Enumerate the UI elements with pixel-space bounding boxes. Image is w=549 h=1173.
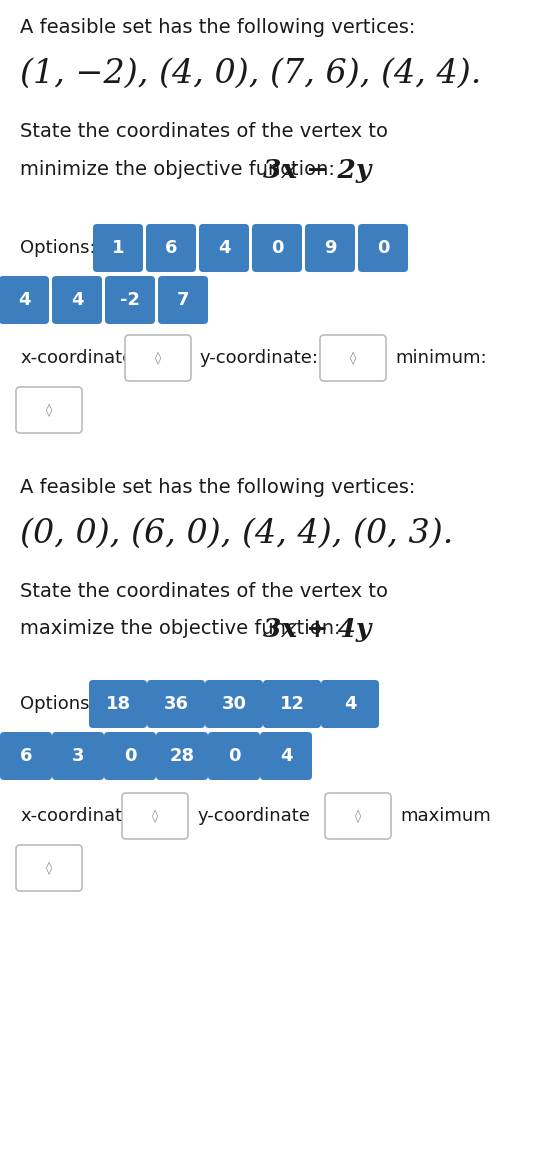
Text: y-coordinate: y-coordinate bbox=[198, 807, 311, 825]
Text: maximize the objective function:: maximize the objective function: bbox=[20, 619, 347, 638]
Text: 6: 6 bbox=[165, 239, 177, 257]
Text: 30: 30 bbox=[221, 694, 247, 713]
FancyBboxPatch shape bbox=[16, 845, 82, 891]
Text: ◊: ◊ bbox=[155, 351, 161, 365]
Text: 0: 0 bbox=[271, 239, 283, 257]
Text: State the coordinates of the vertex to: State the coordinates of the vertex to bbox=[20, 582, 388, 601]
Text: 0: 0 bbox=[124, 747, 136, 765]
FancyBboxPatch shape bbox=[260, 732, 312, 780]
FancyBboxPatch shape bbox=[89, 680, 147, 728]
Text: x-coordinate:: x-coordinate: bbox=[20, 350, 139, 367]
FancyBboxPatch shape bbox=[104, 732, 156, 780]
Text: 28: 28 bbox=[170, 747, 194, 765]
Text: State the coordinates of the vertex to: State the coordinates of the vertex to bbox=[20, 122, 388, 141]
Text: Options:: Options: bbox=[20, 694, 96, 713]
FancyBboxPatch shape bbox=[52, 732, 104, 780]
FancyBboxPatch shape bbox=[158, 276, 208, 324]
Text: minimize the objective function:: minimize the objective function: bbox=[20, 160, 341, 179]
Text: A feasible set has the following vertices:: A feasible set has the following vertice… bbox=[20, 18, 416, 38]
FancyBboxPatch shape bbox=[199, 224, 249, 272]
FancyBboxPatch shape bbox=[125, 335, 191, 381]
Text: ◊: ◊ bbox=[355, 809, 361, 822]
Text: 9: 9 bbox=[324, 239, 336, 257]
Text: -2: -2 bbox=[120, 291, 140, 308]
FancyBboxPatch shape bbox=[52, 276, 102, 324]
FancyBboxPatch shape bbox=[16, 387, 82, 433]
FancyBboxPatch shape bbox=[105, 276, 155, 324]
Text: Options:: Options: bbox=[20, 239, 96, 257]
Text: 4: 4 bbox=[280, 747, 292, 765]
Text: y-coordinate:: y-coordinate: bbox=[200, 350, 319, 367]
Text: 1: 1 bbox=[112, 239, 124, 257]
FancyBboxPatch shape bbox=[325, 793, 391, 839]
FancyBboxPatch shape bbox=[252, 224, 302, 272]
FancyBboxPatch shape bbox=[147, 680, 205, 728]
Text: 4: 4 bbox=[18, 291, 30, 308]
FancyBboxPatch shape bbox=[146, 224, 196, 272]
FancyBboxPatch shape bbox=[263, 680, 321, 728]
Text: 4: 4 bbox=[71, 291, 83, 308]
Text: 4: 4 bbox=[344, 694, 356, 713]
Text: minimum:: minimum: bbox=[395, 350, 486, 367]
Text: 3: 3 bbox=[72, 747, 84, 765]
Text: 12: 12 bbox=[279, 694, 305, 713]
Text: 6: 6 bbox=[20, 747, 32, 765]
Text: A feasible set has the following vertices:: A feasible set has the following vertice… bbox=[20, 479, 416, 497]
FancyBboxPatch shape bbox=[156, 732, 208, 780]
Text: ◊: ◊ bbox=[46, 861, 52, 875]
FancyBboxPatch shape bbox=[205, 680, 263, 728]
Text: 18: 18 bbox=[105, 694, 131, 713]
Text: 0: 0 bbox=[228, 747, 240, 765]
Text: 3x + 4y: 3x + 4y bbox=[263, 617, 371, 642]
Text: x-coordinate: x-coordinate bbox=[20, 807, 133, 825]
Text: ◊: ◊ bbox=[46, 404, 52, 416]
FancyBboxPatch shape bbox=[320, 335, 386, 381]
Text: (1, −2), (4, 0), (7, 6), (4, 4).: (1, −2), (4, 0), (7, 6), (4, 4). bbox=[20, 57, 481, 90]
Text: 0: 0 bbox=[377, 239, 389, 257]
FancyBboxPatch shape bbox=[93, 224, 143, 272]
Text: 7: 7 bbox=[177, 291, 189, 308]
FancyBboxPatch shape bbox=[321, 680, 379, 728]
FancyBboxPatch shape bbox=[0, 276, 49, 324]
Text: 3x − 2y: 3x − 2y bbox=[263, 158, 371, 183]
FancyBboxPatch shape bbox=[122, 793, 188, 839]
FancyBboxPatch shape bbox=[358, 224, 408, 272]
Text: ◊: ◊ bbox=[152, 809, 158, 822]
FancyBboxPatch shape bbox=[0, 732, 52, 780]
Text: (0, 0), (6, 0), (4, 4), (0, 3).: (0, 0), (6, 0), (4, 4), (0, 3). bbox=[20, 518, 453, 550]
Text: maximum: maximum bbox=[400, 807, 491, 825]
Text: 36: 36 bbox=[164, 694, 188, 713]
FancyBboxPatch shape bbox=[208, 732, 260, 780]
Text: ◊: ◊ bbox=[350, 351, 356, 365]
FancyBboxPatch shape bbox=[305, 224, 355, 272]
Text: 4: 4 bbox=[218, 239, 230, 257]
